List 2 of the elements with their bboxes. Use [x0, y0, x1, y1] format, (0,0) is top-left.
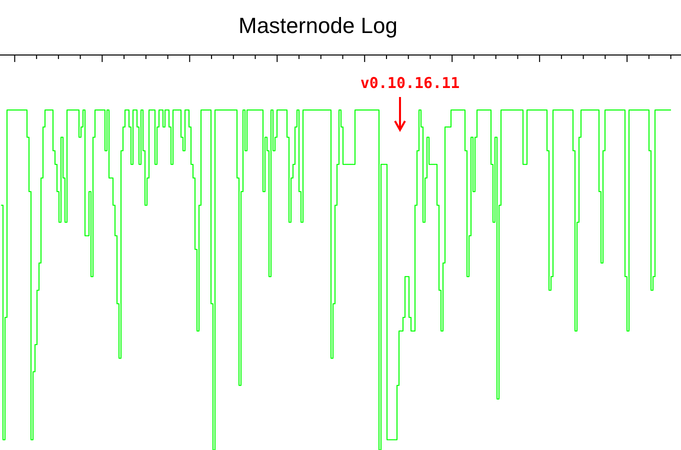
chart-title: Masternode Log: [238, 13, 398, 38]
text: v0.10.16.11: [360, 74, 460, 92]
